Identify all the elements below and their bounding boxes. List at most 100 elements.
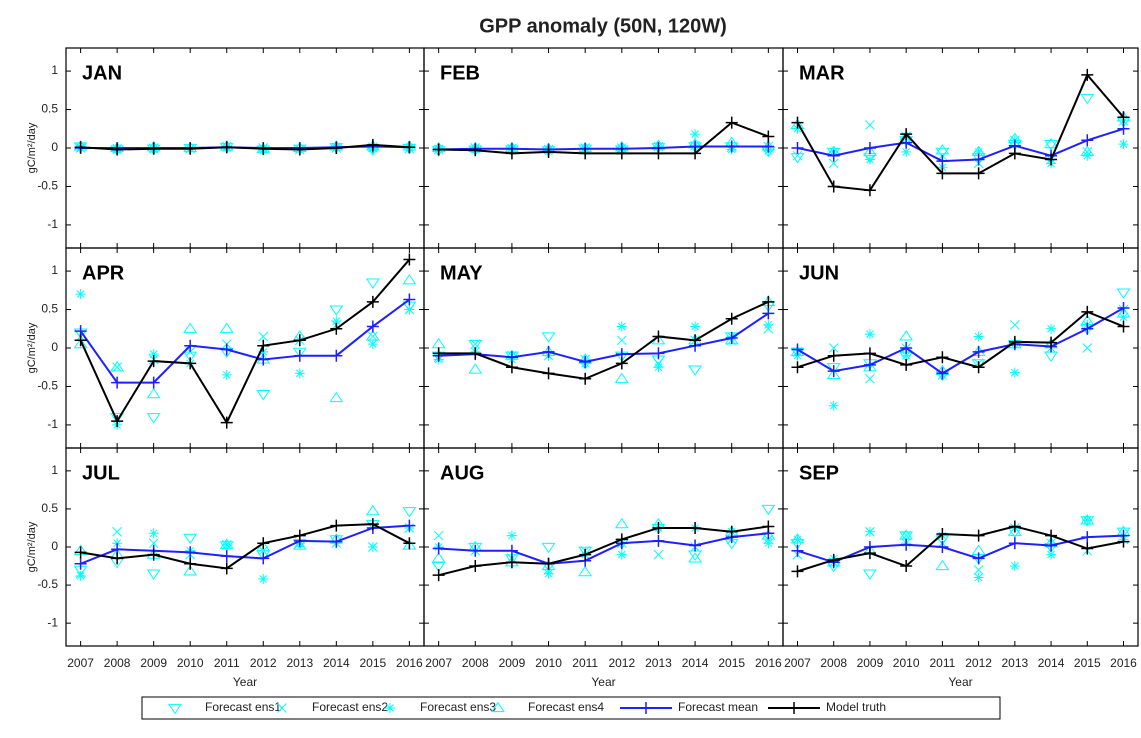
point-marker — [972, 167, 985, 180]
point-marker — [615, 357, 628, 370]
y-tick-label: -1 — [47, 615, 58, 629]
point-marker — [863, 142, 876, 154]
point-marker — [689, 147, 702, 160]
panel-title: APR — [82, 262, 125, 284]
point-marker — [900, 538, 913, 551]
point-marker — [1081, 305, 1094, 318]
point-marker — [689, 539, 702, 552]
point-marker — [220, 343, 233, 356]
point-marker — [147, 355, 160, 368]
point-marker — [653, 549, 664, 560]
point-marker — [827, 365, 840, 378]
point-marker — [219, 538, 234, 549]
series-line — [80, 524, 410, 565]
panel-title: AUG — [440, 462, 484, 484]
point-marker — [652, 330, 665, 343]
x-axis-label: Year — [948, 675, 972, 689]
point-marker — [1117, 535, 1130, 548]
point-marker — [1118, 139, 1129, 150]
legend-marker — [640, 702, 652, 714]
point-marker — [899, 531, 914, 542]
point-marker — [505, 556, 518, 569]
point-marker — [972, 529, 985, 542]
series-line — [80, 523, 410, 570]
point-marker — [900, 128, 913, 141]
point-marker — [863, 358, 876, 371]
x-tick-label: 2016 — [396, 656, 423, 670]
point-marker — [258, 331, 269, 342]
x-tick-label: 2012 — [608, 656, 635, 670]
point-marker — [184, 557, 197, 570]
point-marker — [257, 353, 270, 366]
point-marker — [972, 552, 985, 565]
point-marker — [506, 530, 517, 541]
point-marker — [725, 140, 738, 153]
point-marker — [863, 347, 876, 360]
point-marker — [1045, 529, 1058, 542]
point-marker — [762, 520, 775, 533]
point-marker — [220, 416, 233, 429]
x-tick-label: 2010 — [535, 656, 562, 670]
point-marker — [111, 552, 124, 565]
point-marker — [1009, 561, 1020, 572]
legend-label: Forecast ens1 — [205, 700, 281, 714]
legend-box — [141, 696, 1001, 720]
point-marker — [367, 542, 378, 552]
legend-label: Forecast ens4 — [528, 700, 604, 714]
point-marker — [1046, 549, 1057, 560]
point-marker — [616, 335, 627, 346]
point-marker — [579, 548, 592, 561]
point-marker — [257, 552, 270, 565]
point-marker — [690, 129, 701, 140]
point-marker — [1009, 320, 1020, 330]
point-marker — [863, 547, 876, 560]
series-line — [438, 121, 769, 155]
panel-title: JAN — [82, 62, 122, 84]
point-marker — [689, 521, 702, 534]
point-marker — [791, 565, 804, 578]
legend-marker — [491, 701, 505, 713]
point-marker — [112, 526, 122, 537]
point-marker — [1045, 153, 1058, 166]
point-marker — [147, 376, 160, 389]
y-tick-label: -1 — [47, 217, 58, 231]
point-marker — [330, 142, 343, 154]
point-marker — [900, 358, 913, 371]
point-marker — [1116, 288, 1131, 299]
x-tick-label: 2014 — [1038, 656, 1065, 670]
point-marker — [111, 415, 124, 428]
point-marker — [468, 340, 483, 351]
legend-marker — [788, 702, 800, 714]
x-tick-label: 2009 — [499, 656, 526, 670]
point-marker — [542, 367, 555, 380]
point-marker — [469, 347, 482, 360]
point-marker — [330, 349, 343, 362]
point-marker — [973, 331, 984, 342]
point-marker — [221, 369, 232, 380]
x-axis-label: Year — [591, 675, 615, 689]
point-marker — [762, 130, 775, 143]
point-marker — [368, 331, 378, 342]
point-marker — [505, 147, 518, 160]
point-marker — [865, 120, 875, 130]
x-tick-label: 2015 — [360, 656, 387, 670]
x-tick-label: 2013 — [1001, 656, 1028, 670]
point-marker — [110, 413, 125, 424]
point-marker — [111, 143, 124, 156]
x-tick-label: 2007 — [784, 656, 811, 670]
point-marker — [542, 145, 555, 158]
series-line — [796, 73, 1125, 192]
point-marker — [542, 345, 555, 358]
point-marker — [146, 387, 161, 399]
point-marker — [146, 569, 161, 580]
point-marker — [863, 145, 877, 156]
point-marker — [505, 361, 518, 374]
series-line — [797, 525, 1124, 573]
point-marker — [972, 345, 985, 358]
point-marker — [614, 372, 629, 383]
x-tick-label: 2015 — [718, 656, 745, 670]
point-marker — [688, 365, 703, 376]
point-marker — [828, 343, 839, 353]
x-tick-label: 2008 — [820, 656, 847, 670]
point-marker — [293, 334, 306, 347]
